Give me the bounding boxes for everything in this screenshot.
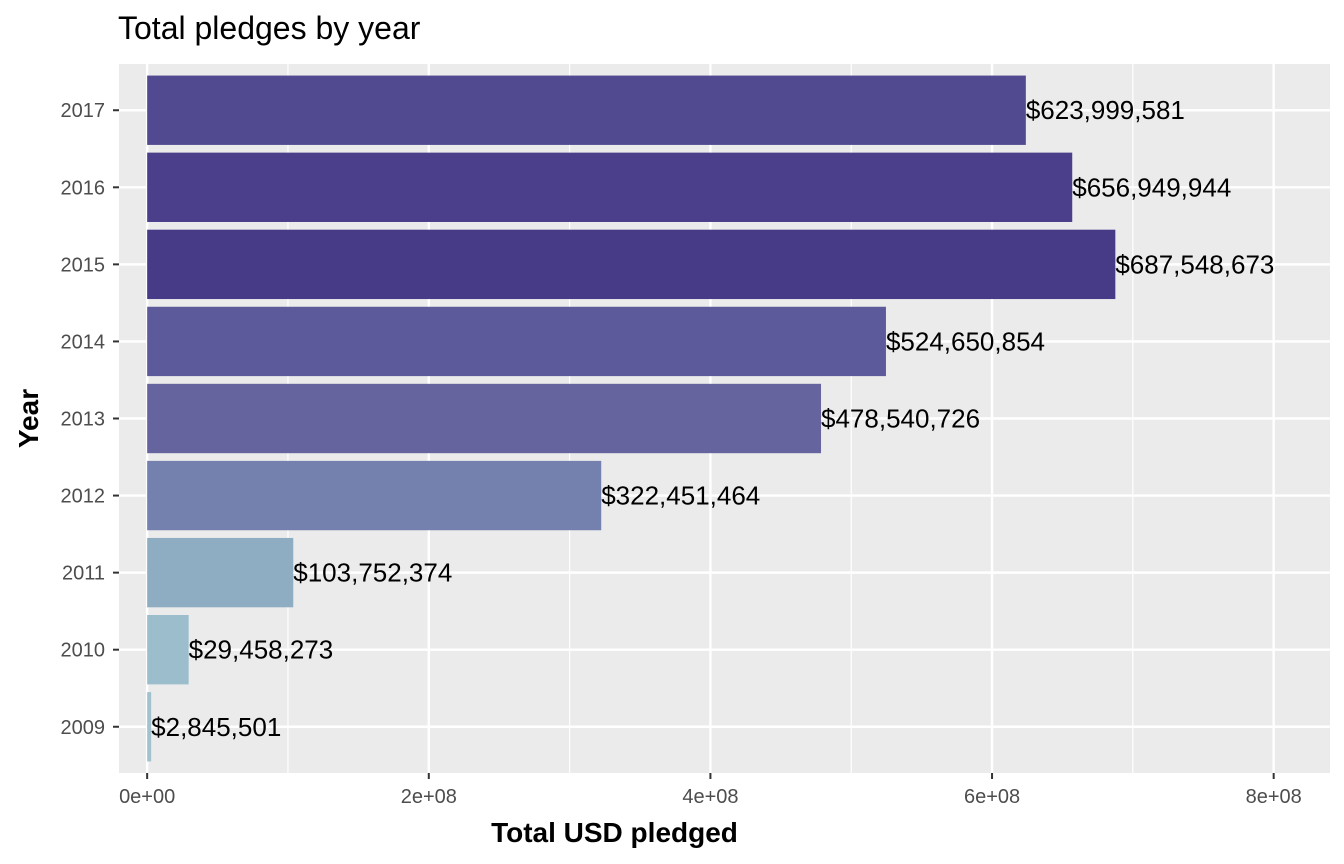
bar-2014 bbox=[147, 306, 886, 377]
data-labels-group: $2,845,501 $29,458,273 $103,752,374 $322,45… bbox=[151, 95, 1274, 742]
y-axis-title: Year bbox=[13, 389, 44, 448]
y-tick-label: 2010 bbox=[61, 640, 106, 662]
bars-group bbox=[147, 75, 1116, 762]
y-axis: 2009 2010 2011 2012 2013 2014 2015 2016 2017 bbox=[61, 100, 119, 739]
data-label-2017: $623,999,581 bbox=[1026, 95, 1185, 125]
y-tick-label: 2013 bbox=[61, 409, 106, 431]
data-label-2016: $656,949,944 bbox=[1072, 172, 1231, 202]
x-tick-label: 6e+08 bbox=[964, 786, 1020, 808]
bar-2013 bbox=[147, 383, 822, 454]
bar-2011 bbox=[147, 537, 294, 608]
x-tick-label: 8e+08 bbox=[1246, 786, 1302, 808]
data-label-2009: $2,845,501 bbox=[151, 712, 281, 742]
y-tick-label: 2017 bbox=[61, 100, 106, 122]
bar-2015 bbox=[147, 229, 1116, 300]
data-label-2015: $687,548,673 bbox=[1115, 249, 1274, 279]
x-axis-title: Total USD pledged bbox=[491, 817, 738, 848]
y-tick-label: 2016 bbox=[61, 177, 106, 199]
x-tick-label: 0e+00 bbox=[119, 786, 175, 808]
chart-title: Total pledges by year bbox=[118, 10, 421, 46]
y-tick-label: 2014 bbox=[61, 331, 106, 353]
y-tick-label: 2015 bbox=[61, 254, 106, 276]
y-tick-label: 2012 bbox=[61, 486, 106, 508]
x-tick-label: 4e+08 bbox=[682, 786, 738, 808]
data-label-2012: $322,451,464 bbox=[601, 481, 760, 511]
data-label-2014: $524,650,854 bbox=[886, 326, 1045, 356]
y-tick-label: 2011 bbox=[62, 563, 105, 585]
y-tick-label: 2009 bbox=[61, 717, 106, 739]
bar-2016 bbox=[147, 152, 1073, 222]
bar-2017 bbox=[147, 75, 1026, 145]
bar-2012 bbox=[147, 460, 602, 531]
bar-2010 bbox=[147, 615, 189, 685]
data-label-2011: $103,752,374 bbox=[293, 558, 452, 588]
bar-2009 bbox=[147, 692, 152, 762]
x-axis: 0e+00 2e+08 4e+08 6e+08 8e+08 bbox=[119, 773, 1302, 808]
data-label-2013: $478,540,726 bbox=[821, 404, 980, 434]
x-tick-label: 2e+08 bbox=[401, 786, 457, 808]
data-label-2010: $29,458,273 bbox=[189, 635, 334, 665]
